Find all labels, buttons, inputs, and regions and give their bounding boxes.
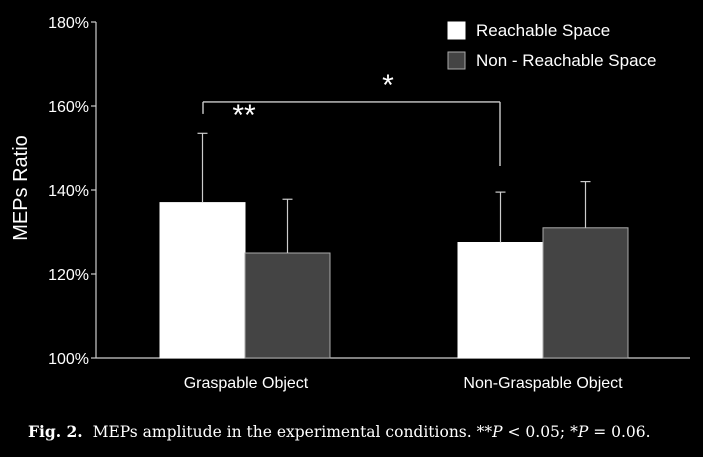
- caption-p-symbol-1: P: [492, 423, 503, 441]
- legend: Reachable Space Non - Reachable Space: [447, 21, 657, 70]
- legend-swatch: [447, 51, 466, 70]
- bar: [457, 242, 544, 359]
- significance-label-single: *: [382, 69, 394, 102]
- caption-sig2-rest: = 0.06.: [588, 423, 651, 441]
- caption-sig1-stars: **: [476, 423, 493, 441]
- bar: [542, 227, 629, 359]
- caption-text: MEPs amplitude in the experimental condi…: [92, 423, 477, 441]
- y-tick-label: 180%: [48, 15, 89, 32]
- legend-swatch: [447, 21, 466, 40]
- x-tick-label: Graspable Object: [184, 375, 309, 392]
- plot-area: 100% 120% 140% 160% 180% Graspable Object Non-…: [48, 15, 690, 392]
- y-axis-label: MEPs Ratio: [10, 135, 32, 241]
- caption-p-symbol-2: P: [577, 423, 589, 441]
- legend-label: Non - Reachable Space: [476, 51, 657, 70]
- caption-sig2-stars: *: [570, 423, 578, 441]
- significance-label-double: **: [232, 99, 256, 132]
- y-tick-label: 140%: [48, 183, 89, 200]
- y-tick-label: 100%: [48, 351, 89, 368]
- bar: [244, 252, 331, 359]
- y-tick-label: 120%: [48, 267, 89, 284]
- figure-caption: Fig. 2. MEPs amplitude in the experiment…: [28, 422, 698, 441]
- bar-chart: MEPs Ratio 100% 120% 140% 160% 180% Graspable…: [10, 15, 690, 392]
- x-tick-label: Non-Graspable Object: [463, 375, 623, 392]
- y-tick-label: 160%: [48, 99, 89, 116]
- bar: [159, 202, 246, 359]
- caption-fig-label: Fig. 2.: [28, 422, 83, 441]
- legend-label: Reachable Space: [476, 21, 610, 40]
- caption-sig1-rest: < 0.05;: [502, 423, 571, 441]
